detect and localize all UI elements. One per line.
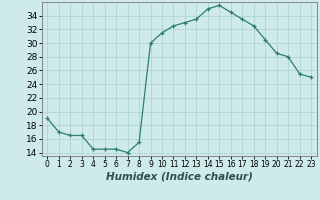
X-axis label: Humidex (Indice chaleur): Humidex (Indice chaleur) xyxy=(106,172,252,182)
